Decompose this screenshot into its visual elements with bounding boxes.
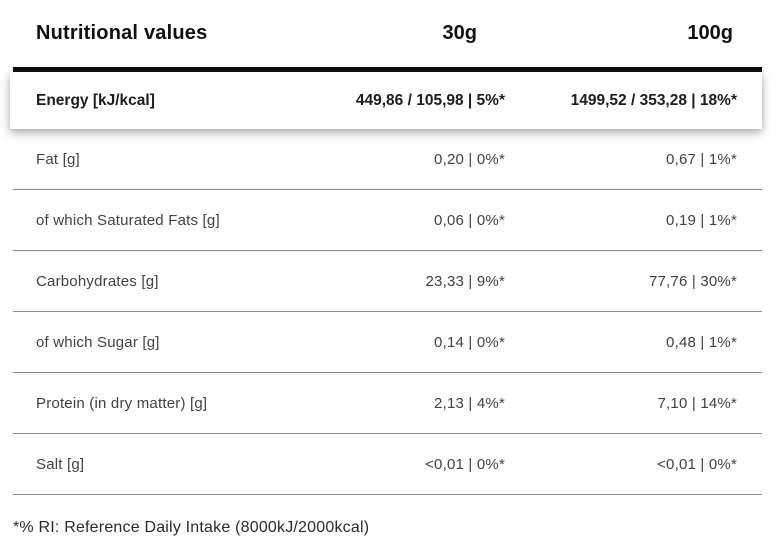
- reference-intake-footnote: *% RI: Reference Daily Intake (8000kJ/20…: [13, 519, 370, 536]
- column-header-30g: 30g: [442, 22, 477, 44]
- energy-row: Energy [kJ/kcal] 449,86 / 105,98 | 5%* 1…: [10, 72, 762, 129]
- row-value-30g: 0,14 | 0%*: [434, 333, 505, 351]
- nutrient-rows: Fat [g] 0,20 | 0%* 0,67 | 1%* of which S…: [0, 129, 776, 495]
- row-value-100g: 77,76 | 30%*: [648, 272, 737, 290]
- row-divider: [13, 311, 762, 312]
- row-label: Protein (in dry matter) [g]: [36, 394, 208, 412]
- table-row-carbohydrates: Carbohydrates [g] 23,33 | 9%* 77,76 | 30…: [0, 251, 776, 311]
- table-row-protein: Protein (in dry matter) [g] 2,13 | 4%* 7…: [0, 373, 776, 433]
- row-label: Salt [g]: [36, 455, 85, 473]
- row-divider: [13, 433, 762, 434]
- row-divider: [13, 189, 762, 190]
- energy-value-30g: 449,86 / 105,98 | 5%*: [355, 91, 505, 109]
- table-row-salt: Salt [g] <0,01 | 0%* <0,01 | 0%*: [0, 434, 776, 494]
- column-header-100g: 100g: [687, 22, 733, 44]
- row-value-30g: 0,20 | 0%*: [434, 150, 505, 168]
- row-label: Carbohydrates [g]: [36, 272, 159, 290]
- row-value-30g: <0,01 | 0%*: [425, 455, 505, 473]
- row-value-100g: 0,19 | 1%*: [666, 211, 737, 229]
- row-value-100g: <0,01 | 0%*: [657, 455, 737, 473]
- row-value-30g: 0,06 | 0%*: [434, 211, 505, 229]
- header-divider-rule: [13, 67, 762, 72]
- table-row-sugar: of which Sugar [g] 0,14 | 0%* 0,48 | 1%*: [0, 312, 776, 372]
- table-title: Nutritional values: [36, 22, 208, 44]
- table-row-saturated-fats: of which Saturated Fats [g] 0,06 | 0%* 0…: [0, 190, 776, 250]
- row-value-100g: 0,48 | 1%*: [666, 333, 737, 351]
- table-header-row: Nutritional values 30g 100g: [0, 0, 776, 67]
- row-divider: [13, 372, 762, 373]
- row-divider: [13, 250, 762, 251]
- row-label: of which Sugar [g]: [36, 333, 160, 351]
- energy-value-100g: 1499,52 / 353,28 | 18%*: [570, 91, 737, 109]
- row-divider: [13, 494, 762, 495]
- row-value-30g: 23,33 | 9%*: [425, 272, 505, 290]
- row-label: Fat [g]: [36, 150, 80, 168]
- row-label: of which Saturated Fats [g]: [36, 211, 220, 229]
- row-value-100g: 7,10 | 14%*: [657, 394, 737, 412]
- row-value-30g: 2,13 | 4%*: [434, 394, 505, 412]
- row-value-100g: 0,67 | 1%*: [666, 150, 737, 168]
- energy-label: Energy [kJ/kcal]: [36, 91, 155, 109]
- table-row-fat: Fat [g] 0,20 | 0%* 0,67 | 1%*: [0, 129, 776, 189]
